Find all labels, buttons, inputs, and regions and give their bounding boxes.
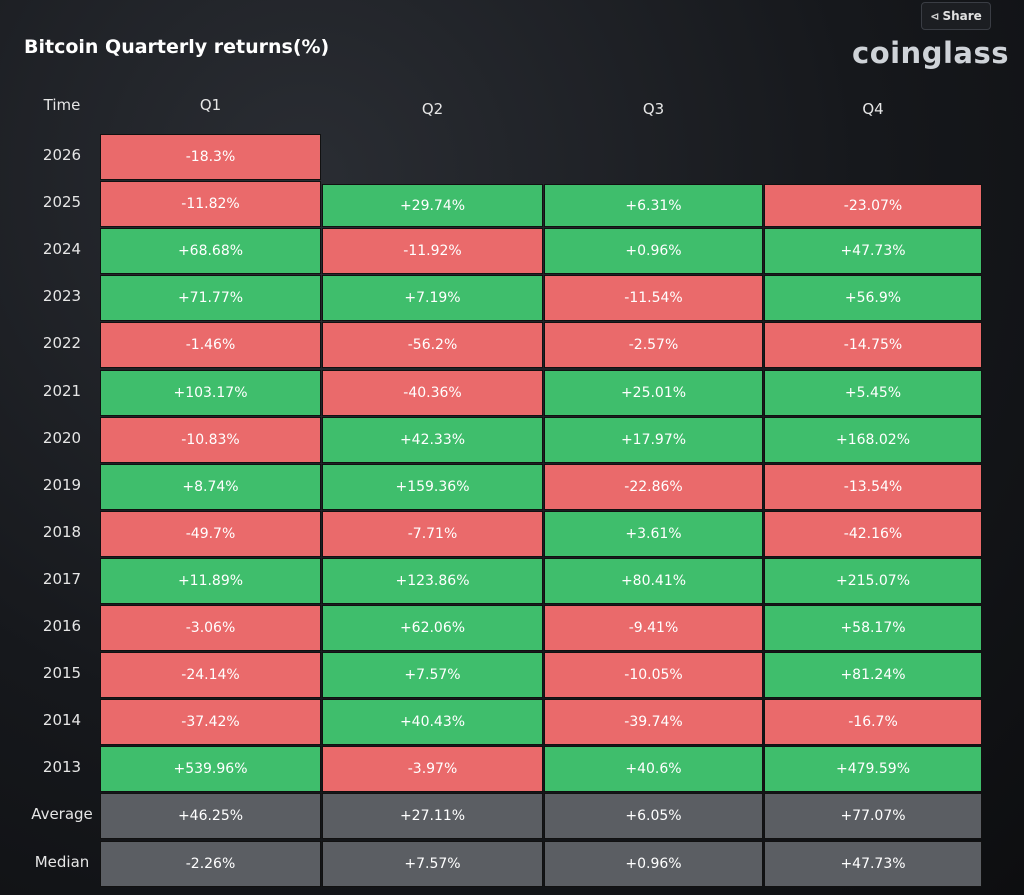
return-cell: +11.89% xyxy=(100,557,321,604)
year-label-2020: 2020 xyxy=(42,428,82,447)
return-cell: +6.31% xyxy=(544,184,763,228)
return-cell: +56.9% xyxy=(764,275,982,322)
return-cell: +0.96% xyxy=(544,228,763,275)
return-cell: +7.57% xyxy=(322,652,543,699)
return-cell: -56.2% xyxy=(322,322,543,369)
year-label-2024: 2024 xyxy=(42,240,82,259)
column-header-q2: Q2 xyxy=(421,100,444,118)
year-label-2019: 2019 xyxy=(42,475,82,494)
return-cell: +8.74% xyxy=(100,463,321,510)
page-title: Bitcoin Quarterly returns(%) xyxy=(24,36,330,58)
return-cell: -16.7% xyxy=(764,699,982,746)
return-cell: -39.74% xyxy=(544,699,763,746)
share-label: Share xyxy=(942,9,982,23)
return-cell: +81.24% xyxy=(764,652,982,699)
return-cell: +539.96% xyxy=(100,746,321,793)
share-icon: ⊲ xyxy=(930,9,940,23)
summary-cell: +7.57% xyxy=(322,840,543,887)
return-cell: -1.46% xyxy=(100,322,321,369)
return-cell: -3.06% xyxy=(100,605,321,651)
brand-logo: coinglass xyxy=(852,36,1009,70)
return-cell: -24.14% xyxy=(100,652,321,699)
return-cell: +47.73% xyxy=(764,228,982,275)
share-button[interactable]: ⊲ Share xyxy=(921,2,991,30)
return-cell: -10.83% xyxy=(100,416,321,463)
return-cell: -22.86% xyxy=(544,463,763,510)
summary-cell: +0.96% xyxy=(544,840,763,887)
return-cell: +3.61% xyxy=(544,510,763,557)
return-cell: -13.54% xyxy=(764,463,982,510)
return-cell: -49.7% xyxy=(100,510,321,557)
year-label-2026: 2026 xyxy=(42,146,82,164)
return-cell: -3.97% xyxy=(322,746,543,793)
return-cell: -11.54% xyxy=(544,275,763,322)
return-cell: -2.57% xyxy=(544,322,763,369)
return-cell: +168.02% xyxy=(764,416,982,463)
return-cell: -10.05% xyxy=(544,652,763,699)
return-cell: +159.36% xyxy=(322,463,543,510)
return-cell: +215.07% xyxy=(764,557,982,604)
return-cell: +80.41% xyxy=(544,557,763,604)
return-cell: +29.74% xyxy=(322,184,543,228)
column-header-q3: Q3 xyxy=(642,100,665,118)
year-label-2018: 2018 xyxy=(42,522,82,541)
year-label-2014: 2014 xyxy=(42,711,82,730)
column-header-q1: Q1 xyxy=(199,96,222,114)
year-label-2023: 2023 xyxy=(42,287,82,306)
year-label-2013: 2013 xyxy=(42,758,82,777)
year-label-2015: 2015 xyxy=(42,664,82,683)
return-cell: +103.17% xyxy=(100,369,321,416)
year-label-2016: 2016 xyxy=(42,617,82,635)
return-cell: +7.19% xyxy=(322,275,543,322)
column-header-q4: Q4 xyxy=(862,100,884,118)
return-cell: -18.3% xyxy=(100,134,321,180)
return-cell: +479.59% xyxy=(764,746,982,793)
return-cell: -37.42% xyxy=(100,699,321,746)
year-label-2025: 2025 xyxy=(42,193,82,212)
return-cell: -23.07% xyxy=(764,184,982,228)
year-label-2017: 2017 xyxy=(42,569,82,588)
return-cell: -11.82% xyxy=(100,181,321,228)
summary-label-average: Average xyxy=(31,805,93,824)
return-cell: -7.71% xyxy=(322,510,543,557)
return-cell: -9.41% xyxy=(544,605,763,651)
summary-cell: +27.11% xyxy=(322,793,543,840)
return-cell: -42.16% xyxy=(764,510,982,557)
return-cell: +40.6% xyxy=(544,746,763,793)
return-cell: +123.86% xyxy=(322,557,543,604)
summary-cell: +47.73% xyxy=(764,840,982,887)
return-cell: -14.75% xyxy=(764,322,982,369)
summary-cell: -2.26% xyxy=(100,840,321,887)
return-cell: +25.01% xyxy=(544,369,763,416)
return-cell: +5.45% xyxy=(764,369,982,416)
year-label-2021: 2021 xyxy=(42,381,82,400)
return-cell: +71.77% xyxy=(100,275,321,322)
return-cell: +42.33% xyxy=(322,416,543,463)
summary-cell: +77.07% xyxy=(764,793,982,840)
return-cell: -11.92% xyxy=(322,228,543,275)
summary-cell: +6.05% xyxy=(544,793,763,840)
return-cell: +17.97% xyxy=(544,416,763,463)
time-column-header: Time xyxy=(43,96,81,114)
return-cell: +68.68% xyxy=(100,228,321,275)
year-label-2022: 2022 xyxy=(42,334,82,353)
summary-cell: +46.25% xyxy=(100,793,321,840)
summary-label-median: Median xyxy=(34,852,90,871)
return-cell: +62.06% xyxy=(322,605,543,651)
return-cell: +40.43% xyxy=(322,699,543,746)
return-cell: +58.17% xyxy=(764,605,982,651)
return-cell: -40.36% xyxy=(322,369,543,416)
